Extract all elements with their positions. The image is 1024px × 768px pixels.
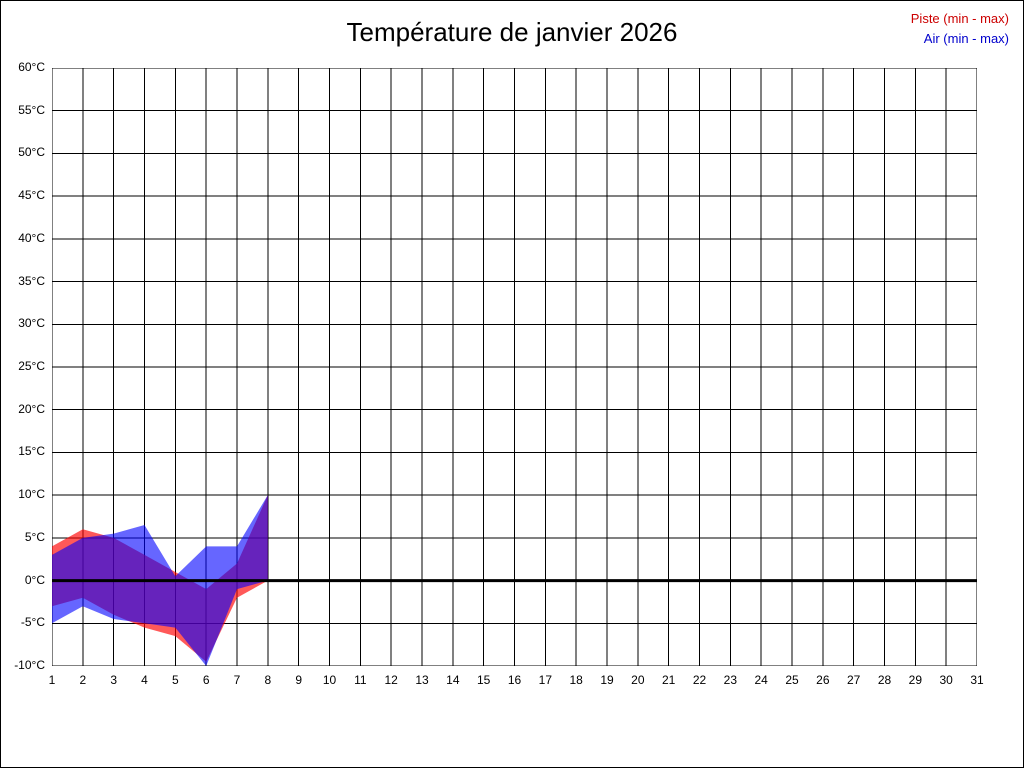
x-tick-label: 26: [816, 673, 830, 687]
x-tick-label: 9: [295, 673, 302, 687]
x-tick-label: 3: [110, 673, 117, 687]
x-tick-label: 30: [939, 673, 953, 687]
x-tick-label: 17: [538, 673, 552, 687]
x-tick-label: 4: [141, 673, 148, 687]
x-tick-label: 25: [785, 673, 799, 687]
y-tick-label: 10°C: [18, 487, 45, 502]
y-tick-label: 50°C: [18, 145, 45, 160]
y-tick-label: 35°C: [18, 273, 45, 288]
x-tick-label: 21: [661, 673, 676, 687]
legend-item-piste: Piste (min - max): [910, 11, 1009, 26]
x-tick-label: 16: [507, 673, 522, 687]
x-tick-label: 1: [48, 673, 56, 687]
x-tick-label: 20: [631, 673, 645, 687]
legend: Piste (min - max) Air (min - max): [911, 9, 1009, 49]
chart-title: Température de janvier 2026: [346, 17, 678, 47]
x-tick-label: 8: [264, 673, 272, 687]
y-tick-label: 45°C: [18, 188, 45, 203]
y-tick-label: 0°C: [24, 572, 45, 587]
x-tick-label: 18: [569, 673, 583, 687]
y-tick-label: 30°C: [18, 316, 45, 331]
x-tick-label: 22: [692, 673, 707, 687]
legend-item-air: Air (min - max): [923, 31, 1009, 46]
x-tick-label: 24: [754, 673, 768, 687]
x-tick-label: 5: [171, 673, 179, 687]
y-tick-label: 60°C: [18, 60, 45, 74]
x-tick-label: 29: [908, 673, 922, 687]
y-tick-label: 5°C: [24, 529, 45, 544]
x-tick-label: 23: [723, 673, 737, 687]
x-tick-label: 15: [476, 673, 491, 687]
plot-svg: [52, 68, 977, 666]
x-tick-label: 11: [354, 673, 367, 687]
y-tick-label: -5°C: [20, 615, 45, 630]
x-tick-label: 12: [384, 673, 398, 687]
x-tick-label: 31: [970, 673, 984, 687]
x-tick-label: 10: [322, 673, 337, 687]
x-tick-label: 14: [446, 673, 460, 687]
y-tick-label: 40°C: [18, 230, 45, 245]
y-tick-label: 15°C: [18, 444, 45, 459]
x-tick-label: 28: [877, 673, 892, 687]
x-tick-label: 2: [79, 673, 87, 687]
y-tick-label: 25°C: [18, 359, 45, 373]
y-tick-label: 20°C: [18, 401, 45, 416]
x-tick-label: 6: [202, 673, 210, 687]
plot-area: [52, 68, 977, 666]
x-tick-label: 19: [600, 673, 614, 687]
y-tick-label: -10°C: [14, 658, 45, 672]
x-tick-label: 13: [415, 673, 429, 687]
y-tick-label: 55°C: [18, 102, 45, 117]
x-tick-label: 27: [846, 673, 861, 687]
x-tick-label: 7: [233, 673, 241, 687]
